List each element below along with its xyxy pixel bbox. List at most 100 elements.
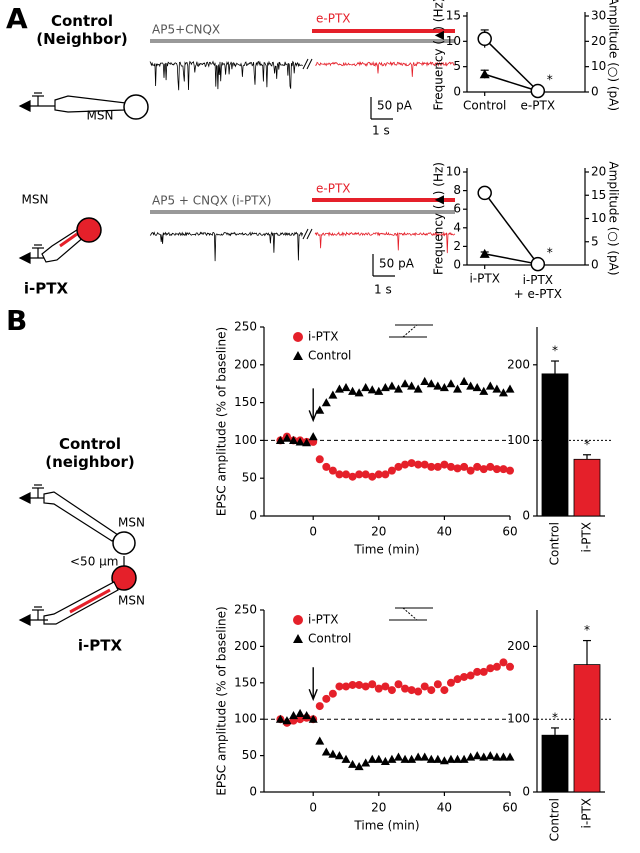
marker bbox=[321, 398, 331, 407]
marker bbox=[381, 682, 390, 691]
text-line: Control bbox=[51, 12, 113, 30]
marker bbox=[407, 459, 416, 468]
legend-label: i-PTX bbox=[308, 613, 338, 627]
marker bbox=[439, 382, 449, 392]
inset bbox=[402, 324, 418, 338]
marker bbox=[393, 752, 403, 761]
cell-diagram bbox=[18, 484, 137, 626]
marker bbox=[486, 462, 495, 471]
y-axis-label: EPSC amplitude (% of baseline) bbox=[215, 327, 229, 516]
y2-tick-label: 10 bbox=[591, 59, 606, 73]
marker bbox=[506, 662, 514, 671]
y-tick-label: 100 bbox=[234, 712, 257, 726]
break-mark bbox=[306, 58, 313, 70]
legend-label: Control bbox=[308, 349, 351, 363]
x-tick-label: 20 bbox=[371, 525, 386, 539]
y-tick-label: 250 bbox=[234, 320, 257, 334]
marker bbox=[282, 433, 292, 442]
marker bbox=[321, 747, 331, 756]
marker bbox=[433, 462, 442, 471]
inset bbox=[402, 607, 418, 621]
y-tick-label: 15 bbox=[446, 9, 461, 23]
scale-label: 1 s bbox=[374, 283, 392, 297]
marker bbox=[466, 381, 476, 390]
y-tick-label: 50 bbox=[242, 471, 257, 485]
marker bbox=[374, 386, 384, 395]
x-tick-label: 40 bbox=[437, 525, 452, 539]
series-line bbox=[484, 253, 538, 265]
marker bbox=[387, 754, 397, 763]
trace-line bbox=[149, 60, 303, 91]
marker bbox=[308, 714, 318, 723]
cell-label: MSN bbox=[22, 193, 49, 207]
marker bbox=[479, 248, 490, 258]
y-tick-label: 10 bbox=[446, 165, 461, 179]
marker bbox=[446, 379, 456, 388]
marker bbox=[335, 682, 344, 691]
y-tick-label: 200 bbox=[234, 639, 257, 653]
cell-label: MSN bbox=[87, 109, 114, 123]
marker bbox=[446, 754, 456, 763]
x-tick-label: 0 bbox=[309, 525, 317, 539]
marker bbox=[479, 69, 490, 79]
marker bbox=[328, 749, 338, 758]
marker bbox=[328, 466, 337, 475]
y2-tick-label: 20 bbox=[591, 34, 606, 48]
scale-bar bbox=[372, 254, 395, 277]
marker bbox=[289, 711, 299, 720]
distance-label: <50 µm bbox=[70, 555, 118, 569]
marker bbox=[315, 455, 324, 464]
marker bbox=[374, 754, 384, 763]
bar bbox=[541, 373, 569, 517]
group-label: i-PTX bbox=[24, 280, 69, 298]
marker bbox=[361, 470, 370, 479]
y-tick-label: 0 bbox=[522, 509, 530, 523]
marker bbox=[433, 381, 443, 390]
scale-label: 50 pA bbox=[379, 257, 415, 271]
marker bbox=[446, 678, 455, 687]
marker bbox=[420, 376, 430, 386]
marker bbox=[355, 680, 364, 689]
marker bbox=[289, 435, 299, 444]
scale-label: 1 s bbox=[372, 124, 390, 138]
arrow bbox=[308, 667, 318, 702]
group-label: Control (Neighbor) bbox=[36, 12, 127, 48]
y-tick-label: 100 bbox=[507, 433, 530, 447]
marker bbox=[296, 715, 305, 724]
marker bbox=[368, 472, 377, 481]
drug-label: AP5+CNQX bbox=[152, 23, 220, 37]
marker bbox=[367, 385, 377, 394]
marker bbox=[368, 680, 377, 689]
y-axis-label: Frequency (▲) (Hz) bbox=[432, 0, 446, 110]
marker bbox=[275, 714, 285, 723]
y2-tick-label: 10 bbox=[591, 211, 606, 225]
marker bbox=[401, 684, 410, 693]
marker bbox=[440, 460, 449, 469]
marker bbox=[530, 256, 546, 272]
x-tick-label: Control bbox=[463, 99, 506, 113]
marker bbox=[322, 694, 331, 703]
annotation: * bbox=[584, 437, 590, 451]
marker bbox=[400, 754, 410, 763]
marker bbox=[342, 470, 350, 479]
marker bbox=[341, 382, 351, 392]
marker bbox=[466, 671, 475, 680]
marker bbox=[479, 667, 488, 676]
arrow bbox=[308, 388, 318, 423]
marker bbox=[433, 680, 442, 689]
marker bbox=[393, 384, 403, 393]
y-tick-label: 8 bbox=[453, 183, 461, 197]
x-axis-label: Time (min) bbox=[353, 543, 419, 557]
marker bbox=[394, 462, 403, 471]
y-tick-label: 250 bbox=[234, 603, 257, 617]
marker bbox=[341, 754, 351, 763]
marker bbox=[275, 435, 285, 444]
marker bbox=[460, 462, 469, 471]
marker bbox=[505, 752, 515, 761]
marker bbox=[315, 736, 325, 745]
marker bbox=[420, 460, 429, 469]
marker bbox=[460, 672, 469, 681]
marker bbox=[302, 438, 312, 447]
group-label: Control (neighbor) bbox=[45, 435, 135, 471]
y-tick-label: 50 bbox=[242, 748, 257, 762]
